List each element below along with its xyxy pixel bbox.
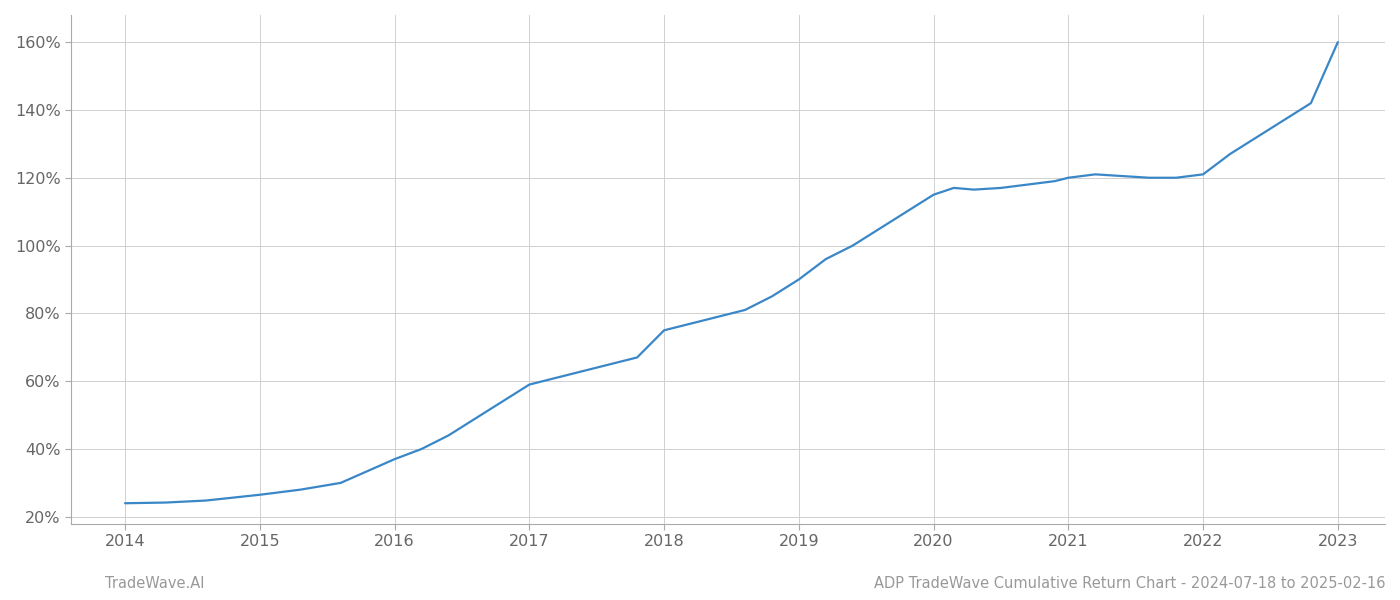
- Text: ADP TradeWave Cumulative Return Chart - 2024-07-18 to 2025-02-16: ADP TradeWave Cumulative Return Chart - …: [875, 576, 1386, 591]
- Text: TradeWave.AI: TradeWave.AI: [105, 576, 204, 591]
